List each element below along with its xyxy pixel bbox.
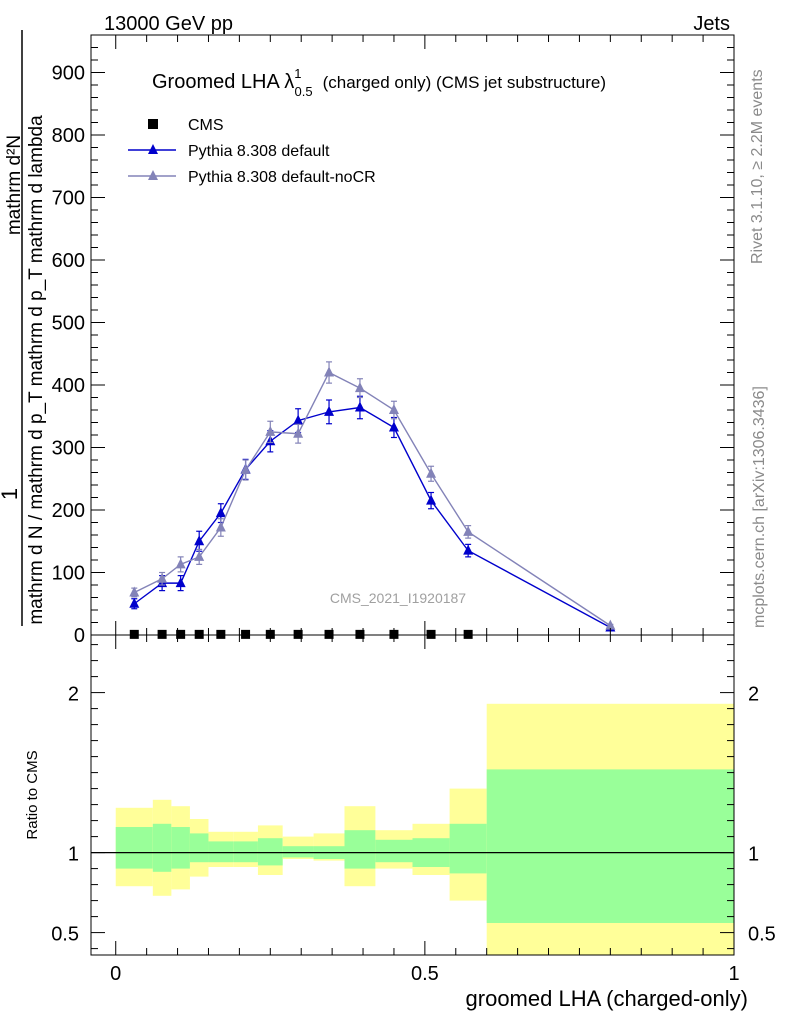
stat-uncertainty-band <box>152 823 172 872</box>
cms-data-point <box>129 629 139 639</box>
x-axis-label: groomed LHA (charged-only) <box>466 986 748 1011</box>
cms-data-point <box>176 629 186 639</box>
main-ticks: 0 100 200 300 400 500 600 700 800 900 <box>52 35 735 647</box>
series-point <box>324 405 335 416</box>
main-y-tick-label: 200 <box>52 500 85 522</box>
plot-title-sup: 1 <box>294 66 301 81</box>
series-point <box>354 401 365 412</box>
cms-data-point <box>463 629 473 639</box>
stat-uncertainty-band <box>115 827 153 869</box>
stat-uncertainty-band <box>257 838 283 866</box>
cms-data-point <box>157 629 167 639</box>
series-point <box>240 464 251 474</box>
y-label-prefix: 1 <box>0 488 22 500</box>
ratio-y-tick-label: 2 <box>68 684 79 706</box>
legend-nocr-label: Pythia 8.308 default-noCR <box>188 169 376 186</box>
cms-data-point <box>241 629 251 639</box>
series-point <box>388 404 399 414</box>
plot-title-sub: 0.5 <box>295 84 313 99</box>
ratio-y-tick-label: 1 <box>68 844 79 866</box>
legend-default-label: Pythia 8.308 default <box>188 143 330 160</box>
ratio-y-label: Ratio to CMS <box>24 750 41 839</box>
series-point <box>175 558 186 569</box>
series-point <box>426 494 437 505</box>
ratio-x-tick-label: 1 <box>728 963 739 985</box>
series-point <box>605 619 616 630</box>
y-label-numerator: mathrm d²N <box>4 135 25 235</box>
series-point <box>463 525 474 536</box>
stat-uncertainty-band <box>449 823 487 874</box>
rivet-label: Rivet 3.1.10, ≥ 2.2M events <box>749 69 766 264</box>
main-y-tick-label: 600 <box>52 250 85 272</box>
stat-uncertainty-band <box>171 827 190 869</box>
series-point <box>215 507 226 518</box>
series-2 <box>129 361 616 630</box>
plot-title: Groomed LHA λ1 0.5 (charged only) (CMS jet… <box>152 66 606 99</box>
series-point <box>354 382 365 393</box>
legend-nocr-marker <box>148 170 158 180</box>
ratio-y-tick-label-right: 1 <box>748 844 759 866</box>
main-y-tick-label: 0 <box>74 625 85 647</box>
plot-title-main: Groomed LHA λ <box>152 71 294 93</box>
ratio-x-tick-label: 0 <box>110 963 121 985</box>
series-point <box>388 421 399 432</box>
series-line <box>133 406 611 629</box>
main-panel: 0 100 200 300 400 500 600 700 800 900 Groomed LHA… <box>0 30 735 647</box>
ratio-frame <box>90 634 735 956</box>
main-y-tick-label: 800 <box>52 125 85 147</box>
analysis-watermark: CMS_2021_I1920187 <box>330 590 466 606</box>
series-point <box>324 366 335 377</box>
series-point <box>175 577 186 588</box>
legend: CMS Pythia 8.308 default Pythia 8.308 de… <box>128 117 376 186</box>
main-y-tick-label: 100 <box>52 563 85 585</box>
legend-default-marker <box>148 144 158 154</box>
cms-data-point <box>355 629 365 639</box>
ratio-y-tick-label: 0.5 <box>51 924 79 946</box>
plot-title-suffix: (charged only) (CMS jet substructure) <box>323 73 606 92</box>
series-point <box>265 425 276 436</box>
series-point <box>129 586 140 597</box>
cms-data-point <box>426 629 436 639</box>
stat-uncertainty-band <box>344 830 376 869</box>
main-y-tick-label: 300 <box>52 438 85 460</box>
ratio-y-tick-label-right: 0.5 <box>748 924 776 946</box>
header-energy: 13000 GeV pp <box>104 13 233 35</box>
series-point <box>194 550 205 561</box>
stat-uncertainty-band <box>486 769 734 923</box>
header-category: Jets <box>693 13 730 35</box>
series-point <box>215 521 226 532</box>
main-y-tick-label: 700 <box>52 188 85 210</box>
series-point <box>463 544 474 555</box>
series-point <box>293 414 304 425</box>
stat-uncertainty-band <box>282 846 314 858</box>
series-line <box>133 371 611 627</box>
stat-uncertainty-band <box>233 841 258 863</box>
cms-data-point <box>216 629 226 639</box>
y-label-denominator: mathrm d N / mathrm d p_T mathrm d p_T m… <box>26 115 47 625</box>
main-y-label: 1 mathrm d N / mathrm d p_T mathrm d p_T… <box>0 30 47 626</box>
ratio-x-tick-label: 0.5 <box>411 963 439 985</box>
cms-data-point <box>324 629 334 639</box>
cms-data-point <box>293 629 303 639</box>
ratio-panel: 0.5 0.5 1 1 2 2 0 0.5 1 Ratio to CMS groomed LHA… <box>24 634 776 1011</box>
series-point <box>157 572 168 583</box>
main-y-tick-label: 400 <box>52 375 85 397</box>
mcplots-label: mcplots.cern.ch [arXiv:1306.3436] <box>751 386 768 628</box>
legend-cms-marker <box>148 119 158 129</box>
stat-uncertainty-band <box>208 841 234 863</box>
main-y-tick-label: 900 <box>52 63 85 85</box>
cms-data-point <box>194 629 204 639</box>
ratio-ticks: 0.5 0.5 1 1 2 2 0 0.5 1 <box>51 635 776 985</box>
series-point <box>129 597 140 608</box>
series-point <box>426 467 437 478</box>
stat-uncertainty-band <box>375 839 413 863</box>
legend-cms-label: CMS <box>188 117 224 134</box>
main-y-tick-label: 500 <box>52 313 85 335</box>
stat-uncertainty-band <box>189 833 209 863</box>
series-point <box>194 535 205 546</box>
series-point <box>293 427 304 438</box>
ratio-y-tick-label-right: 2 <box>748 684 759 706</box>
